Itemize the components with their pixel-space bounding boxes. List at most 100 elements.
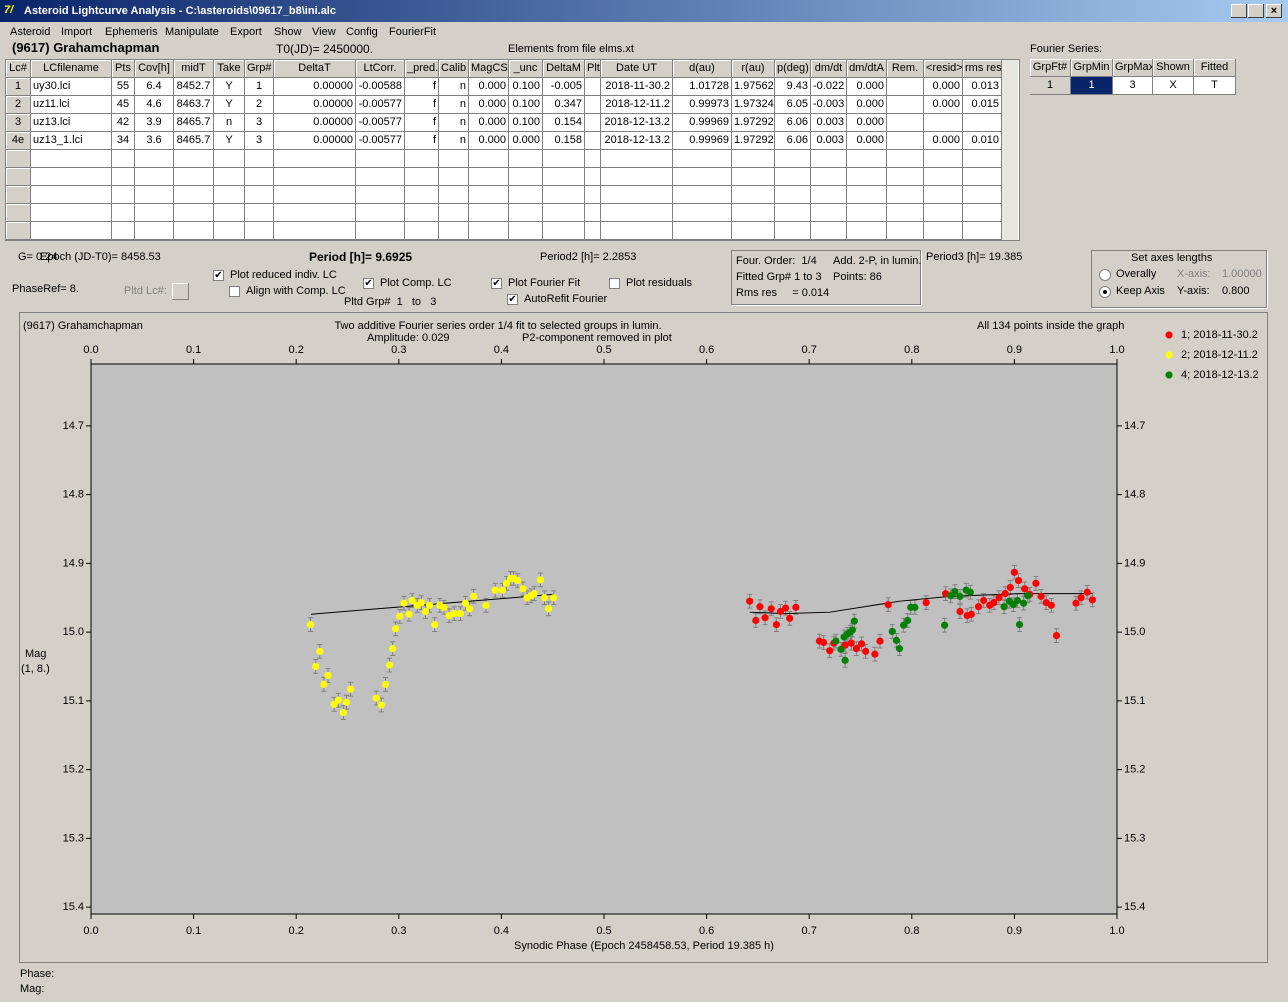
table-cell[interactable]: f: [405, 132, 439, 150]
table-cell[interactable]: [887, 114, 924, 132]
menu-item[interactable]: FourierFit: [389, 26, 437, 38]
menu-item[interactable]: Config: [346, 26, 378, 38]
table-cell[interactable]: [924, 204, 963, 222]
table-cell[interactable]: 0.000: [924, 132, 963, 150]
menu-item[interactable]: Show: [274, 26, 302, 38]
table-cell[interactable]: [732, 168, 775, 186]
table-cell[interactable]: f: [405, 78, 439, 96]
table-cell[interactable]: n: [439, 78, 469, 96]
table-cell[interactable]: [585, 168, 601, 186]
table-cell[interactable]: 2018-12-13.2: [601, 132, 673, 150]
table-cell[interactable]: 1.97324: [732, 96, 775, 114]
table-cell[interactable]: [405, 150, 439, 168]
table-cell[interactable]: [811, 186, 847, 204]
table-cell[interactable]: [585, 204, 601, 222]
table-cell[interactable]: [775, 150, 811, 168]
table-cell[interactable]: [439, 204, 469, 222]
table-cell[interactable]: [135, 186, 174, 204]
table-cell[interactable]: [963, 150, 1002, 168]
table-cell[interactable]: [543, 150, 585, 168]
table-cell[interactable]: f: [405, 114, 439, 132]
table-cell[interactable]: 0.015: [963, 96, 1002, 114]
table-cell[interactable]: n: [214, 114, 245, 132]
row-header[interactable]: [6, 186, 31, 204]
maximize-button[interactable]: [1248, 4, 1264, 18]
table-cell[interactable]: -0.005: [543, 78, 585, 96]
table-cell[interactable]: [585, 78, 601, 96]
table-cell[interactable]: [887, 168, 924, 186]
table-cell[interactable]: 0.99969: [673, 114, 732, 132]
table-cell[interactable]: [356, 186, 405, 204]
table-cell[interactable]: 0.000: [469, 96, 509, 114]
table-cell[interactable]: 0.00000: [274, 96, 356, 114]
table-cell[interactable]: n: [439, 132, 469, 150]
table-cell[interactable]: [924, 114, 963, 132]
table-cell[interactable]: 42: [112, 114, 135, 132]
table-cell[interactable]: 0.000: [847, 132, 887, 150]
table-cell[interactable]: [732, 204, 775, 222]
table-cell[interactable]: X: [1153, 77, 1194, 95]
table-cell[interactable]: [245, 168, 274, 186]
table-cell[interactable]: [847, 150, 887, 168]
table-cell[interactable]: 0.154: [543, 114, 585, 132]
table-cell[interactable]: 55: [112, 78, 135, 96]
table-cell[interactable]: 1.97292: [732, 114, 775, 132]
table-cell[interactable]: [509, 222, 543, 240]
table-cell[interactable]: 0.100: [509, 78, 543, 96]
row-header[interactable]: 2: [6, 96, 31, 114]
checkbox[interactable]: ✔: [507, 294, 518, 305]
table-cell[interactable]: [887, 150, 924, 168]
table-cell[interactable]: [469, 204, 509, 222]
table-cell[interactable]: 0.003: [811, 132, 847, 150]
table-cell[interactable]: [732, 222, 775, 240]
table-cell[interactable]: 0.000: [509, 132, 543, 150]
menu-item[interactable]: Manipulate: [165, 26, 219, 38]
table-cell[interactable]: [847, 204, 887, 222]
table-cell[interactable]: uz11.lci: [31, 96, 112, 114]
table-cell[interactable]: [274, 168, 356, 186]
table-cell[interactable]: [847, 168, 887, 186]
minimize-button[interactable]: [1231, 4, 1247, 18]
table-cell[interactable]: 3.9: [135, 114, 174, 132]
table-cell[interactable]: [439, 168, 469, 186]
table-cell[interactable]: [887, 222, 924, 240]
table-cell[interactable]: 0.000: [924, 96, 963, 114]
table-cell[interactable]: [924, 168, 963, 186]
table-cell[interactable]: 2018-11-30.2: [601, 78, 673, 96]
table-cell[interactable]: 1: [1071, 77, 1113, 95]
table-cell[interactable]: [673, 186, 732, 204]
table-cell[interactable]: [887, 96, 924, 114]
table-cell[interactable]: f: [405, 96, 439, 114]
table-cell[interactable]: 8465.7: [174, 114, 214, 132]
table-cell[interactable]: 2: [245, 96, 274, 114]
table-cell[interactable]: 3: [245, 114, 274, 132]
table-cell[interactable]: [509, 168, 543, 186]
table-cell[interactable]: [214, 168, 245, 186]
table-cell[interactable]: [135, 204, 174, 222]
table-cell[interactable]: [811, 204, 847, 222]
radio-button[interactable]: [1099, 269, 1111, 281]
table-cell[interactable]: [439, 222, 469, 240]
table-cell[interactable]: 0.013: [963, 78, 1002, 96]
table-cell[interactable]: [847, 222, 887, 240]
table-cell[interactable]: 3: [1113, 77, 1153, 95]
table-cell[interactable]: [732, 186, 775, 204]
menu-item[interactable]: Asteroid: [10, 26, 51, 38]
table-cell[interactable]: [775, 168, 811, 186]
checkbox[interactable]: ✔: [213, 270, 224, 281]
table-cell[interactable]: [245, 186, 274, 204]
table-cell[interactable]: [174, 204, 214, 222]
table-cell[interactable]: 3.6: [135, 132, 174, 150]
table-cell[interactable]: [963, 114, 1002, 132]
table-cell[interactable]: Y: [214, 96, 245, 114]
table-cell[interactable]: [356, 168, 405, 186]
table-cell[interactable]: [509, 150, 543, 168]
table-cell[interactable]: [601, 150, 673, 168]
table-cell[interactable]: [673, 150, 732, 168]
table-cell[interactable]: [585, 150, 601, 168]
table-cell[interactable]: [585, 222, 601, 240]
menu-item[interactable]: Export: [230, 26, 262, 38]
table-cell[interactable]: 0.000: [469, 132, 509, 150]
table-cell[interactable]: 0.100: [509, 96, 543, 114]
checkbox[interactable]: [609, 278, 620, 289]
